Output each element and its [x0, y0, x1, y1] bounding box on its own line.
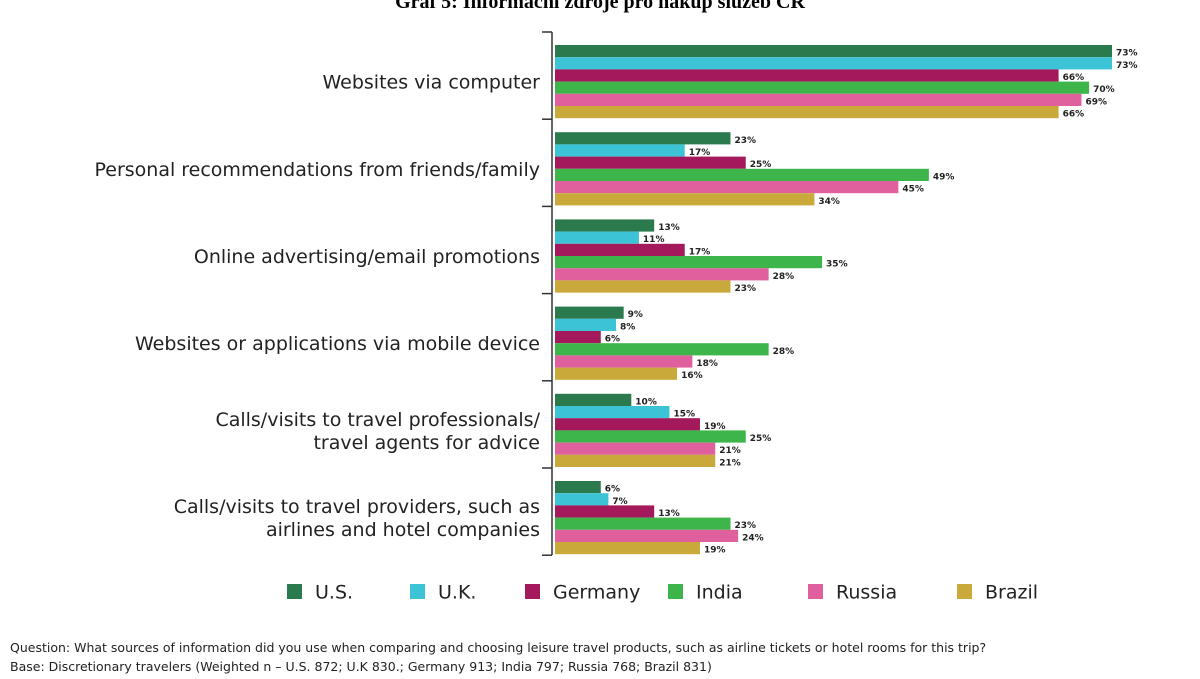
- bar: [555, 256, 823, 269]
- bar: [555, 418, 700, 431]
- footnote: Question: What sources of information di…: [10, 640, 986, 655]
- bar: [555, 231, 639, 244]
- legend-label: U.S.: [315, 582, 353, 604]
- bar: [555, 331, 601, 344]
- value-label: 19%: [704, 546, 726, 556]
- value-label: 10%: [635, 397, 657, 407]
- value-label: 69%: [1085, 97, 1107, 107]
- bar: [555, 454, 716, 467]
- bar: [555, 106, 1059, 119]
- legend-label: India: [696, 582, 743, 604]
- bar: [555, 93, 1082, 106]
- footnote: Base: Discretionary travelers (Weighted …: [10, 659, 712, 674]
- value-label: 45%: [902, 185, 924, 195]
- value-label: 73%: [1116, 49, 1138, 59]
- legend-label: Russia: [836, 582, 897, 604]
- value-label: 23%: [734, 136, 756, 146]
- value-label: 6%: [605, 335, 620, 345]
- value-label: 13%: [658, 509, 680, 519]
- bar: [555, 505, 655, 518]
- bar: [555, 132, 731, 145]
- bar: [555, 393, 632, 406]
- legend-swatch: [808, 584, 823, 599]
- value-label: 6%: [605, 485, 620, 495]
- bar: [555, 542, 700, 555]
- bar: [555, 406, 670, 419]
- bar: [555, 69, 1059, 82]
- bar: [555, 306, 624, 319]
- value-label: 25%: [750, 160, 772, 170]
- legend-swatch: [525, 584, 540, 599]
- bar: [555, 45, 1112, 58]
- value-label: 9%: [628, 310, 643, 320]
- bar: [555, 193, 815, 206]
- value-label: 11%: [643, 235, 665, 245]
- legend-label: Brazil: [985, 582, 1038, 604]
- value-label: 73%: [1116, 61, 1138, 71]
- bar: [555, 343, 769, 356]
- value-label: 28%: [773, 347, 795, 357]
- legend-swatch: [957, 584, 972, 599]
- bar: [555, 144, 685, 157]
- bar: [555, 57, 1112, 70]
- legend-swatch: [668, 584, 683, 599]
- bar: [555, 318, 617, 331]
- bar: [555, 280, 731, 293]
- value-label: 16%: [681, 371, 703, 381]
- category-label: Websites or applications via mobile devi…: [135, 333, 540, 355]
- value-label: 18%: [696, 359, 718, 369]
- value-label: 70%: [1093, 85, 1115, 95]
- bar: [555, 243, 685, 256]
- legend-label: Germany: [553, 582, 640, 604]
- value-label: 17%: [689, 247, 711, 257]
- category-label: Personal recommendations from friends/fa…: [94, 159, 540, 181]
- bar: [555, 81, 1090, 94]
- category-label: Online advertising/email promotions: [194, 246, 540, 268]
- legend-label: U.K.: [438, 582, 476, 604]
- bar: [555, 181, 899, 194]
- value-label: 19%: [704, 422, 726, 432]
- category-label: Calls/visits to travel providers, such a…: [174, 496, 540, 541]
- bar: [555, 493, 609, 506]
- value-label: 7%: [612, 497, 627, 507]
- bar: [555, 442, 716, 455]
- bar: [555, 156, 746, 169]
- value-label: 21%: [719, 446, 741, 456]
- value-label: 28%: [773, 272, 795, 282]
- value-label: 8%: [620, 322, 635, 332]
- chart-title: Graf 5: Informační zdroje pro nákup služ…: [395, 0, 805, 13]
- value-label: 49%: [933, 172, 955, 182]
- legend-swatch: [287, 584, 302, 599]
- value-label: 66%: [1063, 73, 1085, 83]
- value-label: 13%: [658, 223, 680, 233]
- value-label: 24%: [742, 533, 764, 543]
- value-label: 35%: [826, 260, 848, 270]
- value-label: 25%: [750, 434, 772, 444]
- value-label: 34%: [818, 197, 840, 207]
- value-label: 15%: [673, 410, 695, 420]
- legend-swatch: [410, 584, 425, 599]
- value-label: 23%: [734, 521, 756, 531]
- bar: [555, 430, 746, 443]
- bar: [555, 268, 769, 281]
- bar: [555, 168, 929, 181]
- value-label: 21%: [719, 458, 741, 468]
- value-label: 66%: [1063, 110, 1085, 120]
- value-label: 23%: [734, 284, 756, 294]
- bar: [555, 481, 601, 494]
- bar: [555, 355, 693, 368]
- category-label: Calls/visits to travel professionals/tra…: [215, 409, 540, 454]
- bar: [555, 219, 655, 232]
- bar: [555, 367, 678, 380]
- category-label: Websites via computer: [322, 72, 540, 94]
- bar: [555, 529, 739, 542]
- bar: [555, 517, 731, 530]
- value-label: 17%: [689, 148, 711, 158]
